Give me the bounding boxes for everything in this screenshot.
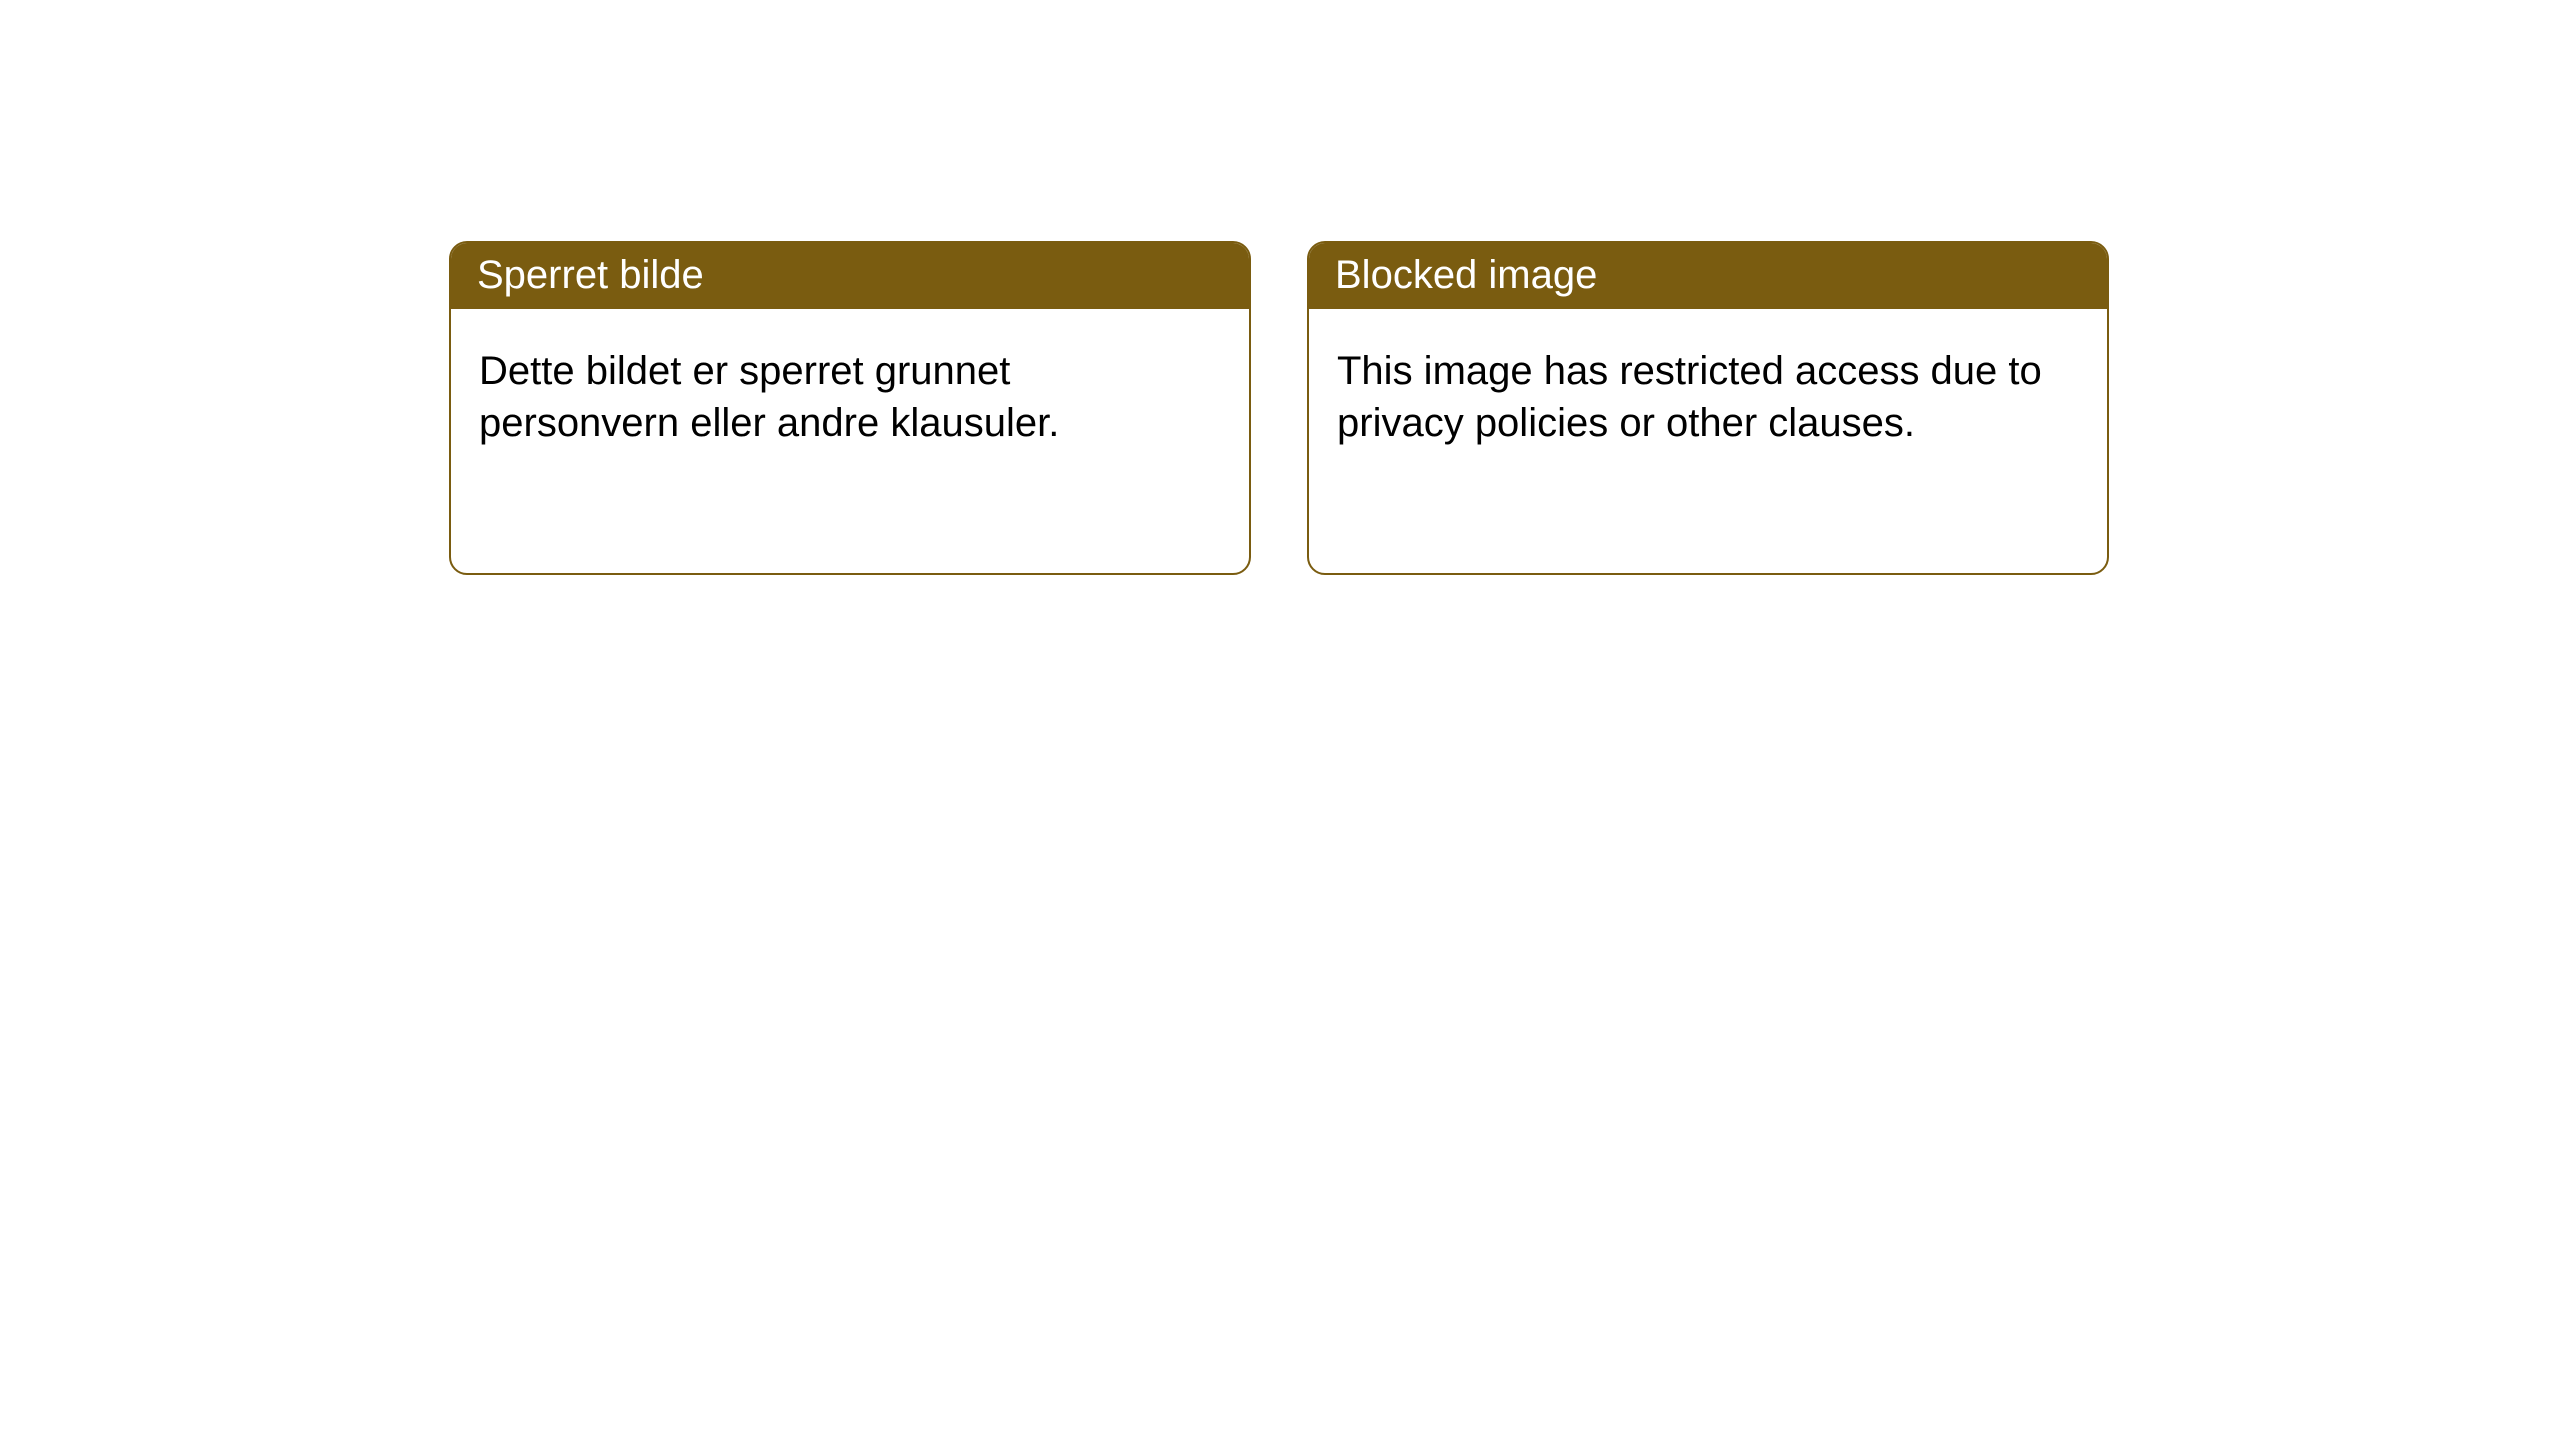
card-body-text: This image has restricted access due to … — [1337, 349, 2042, 445]
card-body: This image has restricted access due to … — [1309, 309, 2107, 485]
card-title: Sperret bilde — [477, 253, 704, 297]
notice-card-english: Blocked image This image has restricted … — [1307, 241, 2109, 575]
card-body: Dette bildet er sperret grunnet personve… — [451, 309, 1249, 485]
card-body-text: Dette bildet er sperret grunnet personve… — [479, 349, 1059, 445]
card-header: Sperret bilde — [451, 243, 1249, 309]
notice-card-norwegian: Sperret bilde Dette bildet er sperret gr… — [449, 241, 1251, 575]
card-header: Blocked image — [1309, 243, 2107, 309]
notice-container: Sperret bilde Dette bildet er sperret gr… — [0, 0, 2560, 575]
card-title: Blocked image — [1335, 253, 1597, 297]
